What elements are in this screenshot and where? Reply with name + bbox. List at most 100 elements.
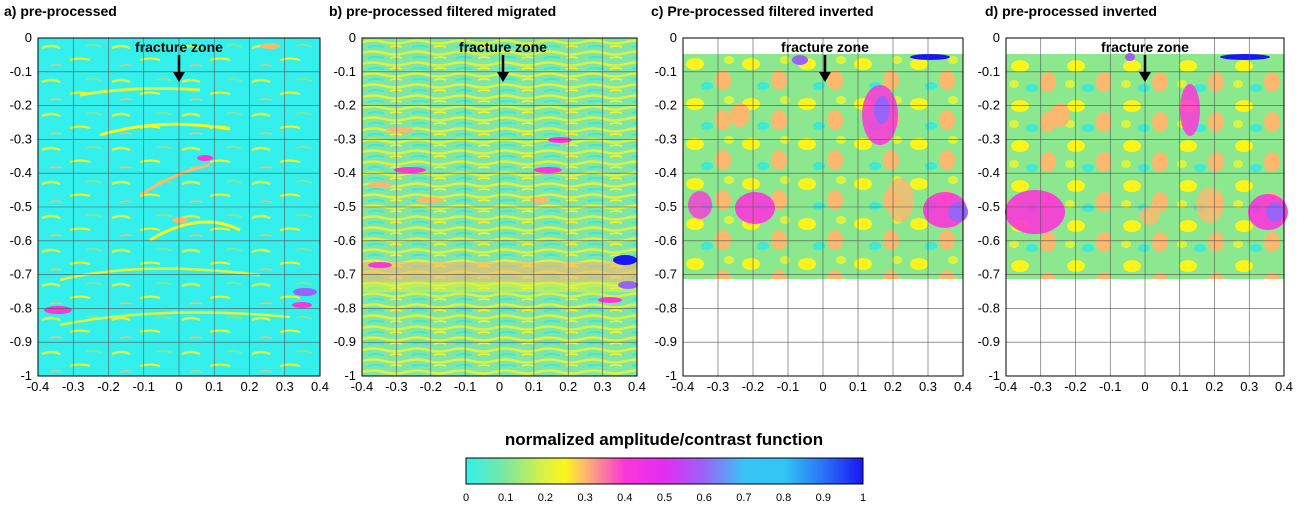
- panel-1-y-tick-0: 0: [349, 30, 356, 45]
- panel-b-y-ticks: 0 -0.1 -0.2 -0.3 -0.4 -0.5 -0.6 -0.7 -0.8 -0.9 -1: [334, 30, 356, 383]
- panel-c-y-ticks: 0 -0.1 -0.2 -0.3 -0.4 -0.5 -0.6 -0.7 -0.8 -0.9 -1: [655, 30, 677, 383]
- panel-2-y-tick-6: -0.6: [655, 233, 677, 248]
- panel-1-x-tick-8: 0.4: [628, 379, 646, 394]
- panel-2-y-tick-10: -1: [665, 368, 677, 383]
- panel-2-x-tick-3: -0.1: [777, 379, 799, 394]
- panel-c-x-ticks: -0.4 -0.3 -0.2 -0.1 0 0.1 0.2 0.3 0.4: [672, 379, 972, 394]
- panel-1-y-tick-4: -0.4: [334, 165, 356, 180]
- panel-b-title: b) pre-processed filtered migrated: [329, 3, 556, 19]
- panel-3-y-tick-9: -0.9: [978, 334, 1000, 349]
- panel-3-y-tick-3: -0.3: [978, 131, 1000, 146]
- panel-2-x-tick-4: 0: [819, 379, 826, 394]
- panel-3-y-tick-5: -0.5: [978, 199, 1000, 214]
- panel-0-y-tick-0: 0: [25, 30, 32, 45]
- panel-0-x-tick-3: -0.1: [133, 379, 155, 394]
- colorbar-title: normalized amplitude/contrast function: [505, 430, 823, 449]
- panel-1-x-tick-7: 0.3: [594, 379, 612, 394]
- panel-1-y-tick-5: -0.5: [334, 199, 356, 214]
- panel-1-x-tick-3: -0.1: [454, 379, 476, 394]
- panel-d-y-ticks: 0 -0.1 -0.2 -0.3 -0.4 -0.5 -0.6 -0.7 -0.8 -0.9 -1: [978, 30, 1000, 383]
- panel-0-y-tick-3: -0.3: [10, 131, 32, 146]
- colorbar-gradient: [465, 457, 864, 485]
- panel-1-y-tick-1: -0.1: [334, 64, 356, 79]
- panel-c-annotation: fracture zone: [781, 39, 869, 82]
- panel-b-fracture-zone-label: fracture zone: [459, 39, 547, 55]
- panel-3-x-tick-6: 0.2: [1205, 379, 1223, 394]
- panel-c: c) Pre-processed filtered inverted 0 -0.1…: [651, 3, 972, 394]
- panel-0-y-tick-7: -0.7: [10, 267, 32, 282]
- panel-1-x-tick-2: -0.2: [420, 379, 442, 394]
- panel-1-x-tick-4: 0: [496, 379, 503, 394]
- colorbar-tick-4: 0.4: [617, 492, 632, 504]
- panel-b-frame: [361, 37, 638, 377]
- panel-3-y-tick-2: -0.2: [978, 98, 1000, 113]
- panel-d: d) pre-processed inverted 0-0.1-0.2-0.3-…: [978, 3, 1293, 394]
- panel-2-y-tick-4: -0.4: [655, 165, 677, 180]
- panel-0-y-tick-5: -0.5: [10, 199, 32, 214]
- panel-1-y-tick-6: -0.6: [334, 233, 356, 248]
- panel-3-x-tick-0: -0.4: [995, 379, 1017, 394]
- panel-3-y-tick-7: -0.7: [978, 267, 1000, 282]
- panel-0-y-tick-2: -0.2: [10, 98, 32, 113]
- panel-3-y-tick-4: -0.4: [978, 165, 1000, 180]
- panel-3-x-tick-1: -0.3: [1030, 379, 1052, 394]
- panel-3-x-tick-4: 0: [1141, 379, 1148, 394]
- panel-1-y-tick-3: -0.3: [334, 131, 356, 146]
- panel-b-x-ticks: -0.4 -0.3 -0.2 -0.1 0 0.1 0.2 0.3 0.4: [351, 379, 646, 394]
- panel-0-x-tick-5: 0.1: [205, 379, 223, 394]
- panel-2-x-tick-7: 0.3: [919, 379, 937, 394]
- panel-d-arrow-head-icon: [1139, 72, 1151, 82]
- panel-2-y-tick-2: -0.2: [655, 98, 677, 113]
- panel-0-x-tick-0: -0.4: [27, 379, 49, 394]
- colorbar-tick-10: 1: [860, 492, 866, 504]
- panel-0-x-tick-1: -0.3: [62, 379, 84, 394]
- panel-3-y-tick-0: 0: [993, 30, 1000, 45]
- panel-a-x-ticks: -0.4 -0.3 -0.2 -0.1 0 0.1 0.2 0.3 0.4: [27, 379, 329, 394]
- colorbar-tick-0: 0: [463, 492, 469, 504]
- panel-d-annotation: fracture zone: [1101, 39, 1189, 82]
- panel-0-y-tick-10: -1: [20, 368, 32, 383]
- panel-c-fracture-zone-label: fracture zone: [781, 39, 869, 55]
- panel-0-x-tick-6: 0.2: [240, 379, 258, 394]
- panel-2-x-tick-6: 0.2: [884, 379, 902, 394]
- panel-2-y-tick-7: -0.7: [655, 267, 677, 282]
- panel-d-fracture-zone-label: fracture zone: [1101, 39, 1189, 55]
- panel-2-y-tick-0: 0: [670, 30, 677, 45]
- colorbar-tick-2: 0.2: [538, 492, 553, 504]
- panel-a-y-ticks: 0 -0.1 -0.2 -0.3 -0.4 -0.5 -0.6 -0.7 -0.8 -0.9 -1: [10, 30, 32, 383]
- panel-1-x-tick-1: -0.3: [385, 379, 407, 394]
- panel-b-annotation: fracture zone: [459, 39, 547, 82]
- panel-0-x-tick-4: 0: [175, 379, 182, 394]
- panel-3-x-tick-5: 0.1: [1171, 379, 1189, 394]
- panel-2-y-tick-8: -0.8: [655, 300, 677, 315]
- colorbar-tick-1: 0.1: [498, 492, 513, 504]
- colorbar-ticks: 0 0.1 0.2 0.3 0.4 0.5 0.6 0.7 0.8 0.9 1: [463, 492, 866, 504]
- panel-3-x-tick-8: 0.4: [1275, 379, 1293, 394]
- panel-c-frame: [682, 37, 964, 377]
- panel-0-x-tick-8: 0.4: [311, 379, 329, 394]
- panel-3-y-tick-6: -0.6: [978, 233, 1000, 248]
- panel-2-x-tick-8: 0.4: [954, 379, 972, 394]
- panel-0-y-tick-9: -0.9: [10, 334, 32, 349]
- panel-1-y-tick-8: -0.8: [334, 300, 356, 315]
- panel-2-x-tick-5: 0.1: [849, 379, 867, 394]
- colorbar-tick-6: 0.6: [697, 492, 712, 504]
- panel-3-y-tick-8: -0.8: [978, 300, 1000, 315]
- panel-0-y-tick-4: -0.4: [10, 165, 32, 180]
- panel-0-x-tick-2: -0.2: [97, 379, 119, 394]
- panel-3-y-tick-10: -1: [988, 368, 1000, 383]
- panel-3-x-tick-7: 0.3: [1240, 379, 1258, 394]
- colorbar: normalized amplitude/contrast function 0…: [463, 430, 866, 504]
- panel-0-y-tick-6: -0.6: [10, 233, 32, 248]
- panel-d-title: d) pre-processed inverted: [985, 3, 1157, 19]
- panel-a-frame: [37, 37, 321, 377]
- panel-a-fracture-zone-label: fracture zone: [135, 39, 223, 55]
- colorbar-tick-8: 0.8: [776, 492, 791, 504]
- panel-d-frame: [1005, 37, 1285, 377]
- panel-2-x-tick-1: -0.3: [707, 379, 729, 394]
- panel-a-features: [44, 43, 317, 327]
- panel-1-y-tick-7: -0.7: [334, 267, 356, 282]
- panel-0-x-tick-7: 0.3: [276, 379, 294, 394]
- panel-2-y-tick-1: -0.1: [655, 64, 677, 79]
